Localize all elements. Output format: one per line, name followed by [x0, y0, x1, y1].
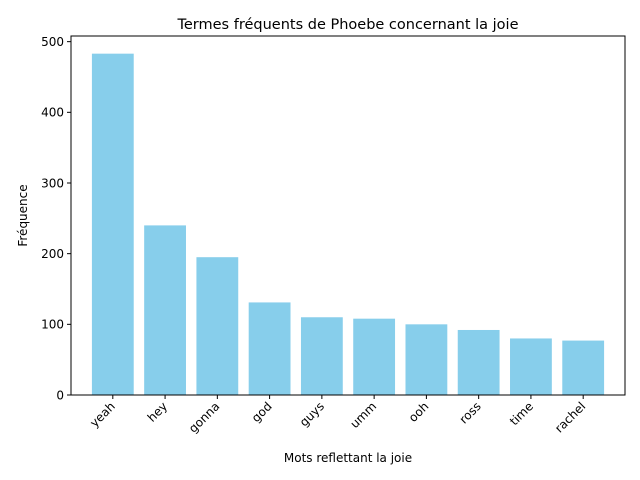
- bar-gonna: [196, 257, 239, 395]
- y-tick-label: 400: [41, 106, 64, 120]
- x-tick-label: umm: [347, 399, 379, 431]
- y-tick-label: 200: [41, 247, 64, 261]
- x-tick-label: guys: [297, 399, 327, 429]
- y-axis-title: Fréquence: [16, 184, 30, 246]
- x-tick-label: rachel: [552, 399, 588, 435]
- bar-hey: [144, 225, 186, 395]
- x-tick-label: gonna: [186, 399, 222, 435]
- x-axis: yeah hey gonna god guys umm ooh ross time rachel: [87, 395, 588, 436]
- y-tick-label: 0: [56, 388, 64, 402]
- x-tick-label: ross: [457, 399, 484, 426]
- bar-time: [510, 338, 552, 395]
- x-tick-label: ooh: [406, 399, 432, 425]
- x-tick-label: time: [507, 399, 536, 428]
- bar-ooh: [405, 324, 448, 395]
- y-tick-label: 500: [41, 35, 64, 49]
- y-tick-label: 100: [41, 318, 64, 332]
- chart-title: Termes fréquents de Phoebe concernant la…: [176, 17, 518, 33]
- x-tick-label: god: [249, 399, 275, 425]
- bar-guys: [300, 317, 343, 395]
- bar-rachel: [562, 340, 605, 395]
- x-tick-label: yeah: [87, 399, 118, 430]
- bar-god: [248, 302, 291, 395]
- x-axis-title: Mots reflettant la joie: [284, 451, 412, 465]
- plot-frame: [70, 35, 626, 396]
- bar-umm: [353, 318, 396, 395]
- y-tick-label: 300: [41, 176, 64, 190]
- y-axis: 0 100 200 300 400 500: [41, 35, 71, 402]
- x-tick-label: hey: [145, 399, 171, 425]
- bar-yeah: [91, 53, 134, 396]
- bars-group: [91, 53, 605, 396]
- bar-ross: [457, 329, 500, 395]
